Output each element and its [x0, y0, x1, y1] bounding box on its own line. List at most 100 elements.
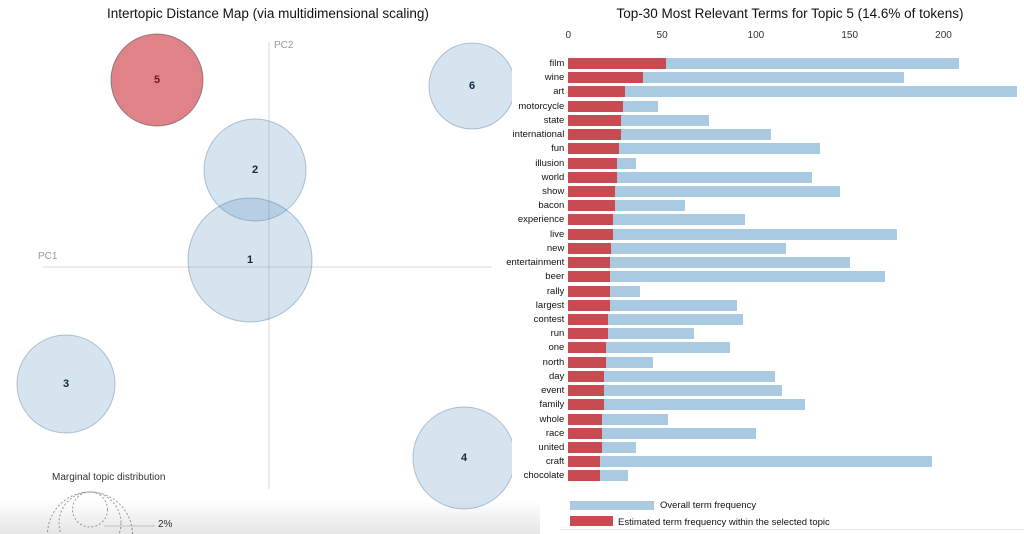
term-bar-row-united[interactable] — [568, 441, 636, 453]
intertopic-distance-map-panel: Intertopic Distance Map (via multidimens… — [0, 6, 540, 534]
term-bar-row-north[interactable] — [568, 356, 653, 368]
term-label-bacon[interactable]: bacon — [538, 200, 565, 212]
term-label-largest[interactable]: largest — [535, 299, 565, 311]
term-bar-row-show[interactable] — [568, 185, 841, 197]
estimated-frequency-bar — [568, 413, 603, 425]
term-bar-row-largest[interactable] — [568, 299, 738, 311]
topic-bubble-6[interactable] — [428, 42, 512, 130]
term-bar-row-wine[interactable] — [568, 72, 905, 84]
term-chart-title: Top-30 Most Relevant Terms for Topic 5 (… — [616, 6, 964, 21]
x-tick-label: 50 — [656, 30, 668, 41]
overall-frequency-bar — [568, 143, 820, 155]
term-label-day[interactable]: day — [548, 370, 565, 382]
topic-bubble-3[interactable] — [16, 334, 116, 434]
term-bar-row-bacon[interactable] — [568, 200, 685, 212]
relevant-terms-panel: Top-30 Most Relevant Terms for Topic 5 (… — [506, 0, 1024, 534]
term-bar-row-motorcycle[interactable] — [568, 100, 659, 112]
term-label-family[interactable]: family — [539, 399, 565, 411]
estimated-frequency-bar — [568, 72, 644, 84]
term-label-state[interactable]: state — [543, 114, 565, 126]
term-bar-row-beer[interactable] — [568, 271, 886, 283]
term-label-art[interactable]: art — [553, 86, 565, 98]
estimated-frequency-bar — [568, 257, 610, 269]
estimated-frequency-bar — [568, 114, 621, 126]
term-label-experience[interactable]: experience — [517, 214, 565, 226]
term-label-fun[interactable]: fun — [551, 143, 565, 155]
term-label-new[interactable]: new — [546, 242, 565, 254]
term-bar-row-craft[interactable] — [568, 456, 933, 468]
term-label-run[interactable]: run — [550, 328, 565, 340]
overall-frequency-bar — [568, 413, 668, 425]
term-bar-row-entertainment[interactable] — [568, 257, 850, 269]
term-label-wine[interactable]: wine — [544, 72, 565, 84]
term-bar-row-contest[interactable] — [568, 313, 743, 325]
term-bar-row-world[interactable] — [568, 171, 813, 183]
estimated-frequency-bar — [568, 171, 618, 183]
term-bar-row-family[interactable] — [568, 399, 805, 411]
term-bar-row-one[interactable] — [568, 342, 730, 354]
term-label-international[interactable]: international — [512, 129, 565, 141]
x-tick-label: 200 — [935, 30, 952, 41]
estimated-frequency-bar — [568, 441, 603, 453]
term-label-race[interactable]: race — [545, 427, 565, 439]
term-bar-row-art[interactable] — [568, 86, 1017, 98]
estimated-frequency-bar — [568, 228, 614, 240]
term-bar-row-illusion[interactable] — [568, 157, 636, 169]
term-label-event[interactable]: event — [541, 385, 565, 397]
term-bar-row-whole[interactable] — [568, 413, 668, 425]
estimated-frequency-bar — [568, 470, 601, 482]
marginal-distribution-title: Marginal topic distribution — [52, 472, 166, 483]
estimated-frequency-bar — [568, 86, 625, 98]
pc1-axis-label: PC1 — [38, 251, 58, 262]
term-label-contest[interactable]: contest — [533, 313, 565, 325]
term-bar-row-rally[interactable] — [568, 285, 640, 297]
term-label-film[interactable]: film — [549, 58, 565, 69]
term-label-beer[interactable]: beer — [545, 271, 565, 283]
topic-bubble-5[interactable] — [110, 33, 204, 127]
term-label-rally[interactable]: rally — [546, 285, 565, 297]
term-label-show[interactable]: show — [542, 185, 565, 197]
x-tick-label: 150 — [841, 30, 859, 41]
topic-bubble-1[interactable] — [187, 197, 313, 323]
term-bar-row-new[interactable] — [568, 242, 786, 254]
overall-frequency-bar — [568, 328, 694, 340]
term-bar-row-chocolate[interactable] — [568, 470, 629, 482]
pc2-axis-label: PC2 — [274, 40, 294, 51]
term-label-whole[interactable]: whole — [539, 413, 565, 425]
term-bar-row-experience[interactable] — [568, 214, 745, 226]
term-label-live[interactable]: live — [550, 228, 565, 240]
term-bar-row-race[interactable] — [568, 427, 756, 439]
term-bar-row-film[interactable] — [568, 58, 959, 69]
overall-frequency-bar — [568, 86, 1017, 98]
term-bar-row-run[interactable] — [568, 328, 694, 340]
overall-frequency-legend-label: Overall term frequency — [660, 500, 757, 511]
term-label-motorcycle[interactable]: motorcycle — [518, 100, 565, 112]
term-bar-row-international[interactable] — [568, 129, 771, 141]
term-label-united[interactable]: united — [538, 441, 565, 453]
overall-frequency-bar — [568, 441, 636, 453]
topic-bubble-2[interactable] — [203, 118, 307, 222]
overall-frequency-bar — [568, 356, 653, 368]
term-label-entertainment[interactable]: entertainment — [506, 257, 565, 269]
term-bar-row-event[interactable] — [568, 385, 783, 397]
term-bar-row-fun[interactable] — [568, 143, 820, 155]
term-label-north[interactable]: north — [542, 356, 565, 368]
topic-bubble-4[interactable] — [412, 406, 512, 510]
term-label-world[interactable]: world — [541, 171, 565, 183]
overall-frequency-bar — [568, 242, 786, 254]
term-bar-row-day[interactable] — [568, 370, 775, 382]
term-bar-row-live[interactable] — [568, 228, 897, 240]
overall-frequency-bar — [568, 171, 813, 183]
term-label-illusion[interactable]: illusion — [535, 157, 565, 169]
estimated-frequency-bar — [568, 157, 618, 169]
overall-frequency-bar — [568, 129, 771, 141]
marginal-size-circle-medium — [58, 491, 122, 534]
overall-frequency-bar — [568, 214, 745, 226]
term-label-craft[interactable]: craft — [545, 456, 565, 468]
estimated-frequency-bar — [568, 200, 616, 212]
term-label-one[interactable]: one — [548, 342, 565, 354]
estimated-frequency-bar — [568, 399, 604, 411]
term-bar-row-state[interactable] — [568, 114, 709, 126]
term-label-chocolate[interactable]: chocolate — [523, 470, 565, 482]
overall-frequency-bar — [568, 114, 709, 126]
